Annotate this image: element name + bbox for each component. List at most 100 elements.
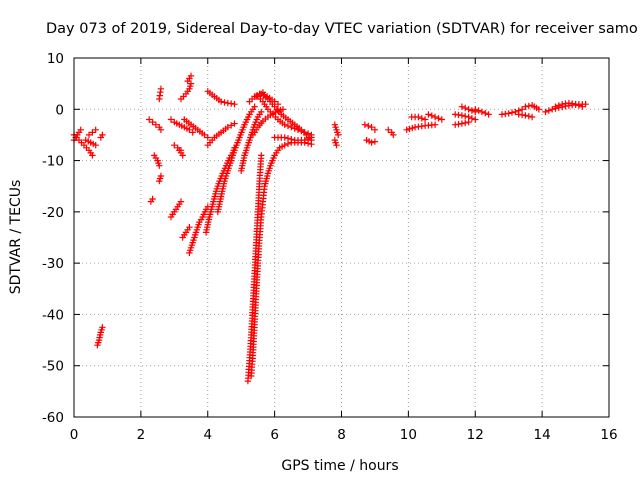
data-point <box>438 116 445 123</box>
data-point <box>475 107 482 114</box>
data-point <box>179 152 186 159</box>
data-point <box>171 142 178 149</box>
data-point <box>284 122 292 130</box>
data-point <box>431 113 439 121</box>
data-point <box>157 172 165 180</box>
data-point <box>146 116 153 123</box>
data-point <box>418 115 425 122</box>
data-point <box>301 136 308 144</box>
x-tick-label: 14 <box>534 427 551 443</box>
data-point <box>462 104 469 112</box>
data-point <box>575 102 583 109</box>
data-point <box>368 139 375 146</box>
data-point <box>298 127 305 135</box>
data-point <box>545 107 552 114</box>
x-tick-label: 12 <box>467 427 484 443</box>
data-point <box>281 134 288 141</box>
data-point <box>167 116 175 123</box>
data-point <box>403 126 410 133</box>
data-point <box>288 124 295 131</box>
data-point <box>281 142 288 149</box>
data-point <box>525 102 532 110</box>
data-point <box>409 124 416 132</box>
data-point <box>528 113 536 121</box>
data-point <box>555 102 562 109</box>
data-point <box>99 324 106 331</box>
data-point <box>361 121 369 128</box>
data-point <box>187 80 195 87</box>
data-point <box>385 126 392 133</box>
x-tick-label: 10 <box>400 427 417 443</box>
data-point <box>468 107 476 114</box>
data-point <box>204 134 211 141</box>
data-point <box>371 126 379 133</box>
data-point <box>552 103 559 110</box>
data-point <box>281 121 288 128</box>
x-tick-label: 16 <box>600 427 617 443</box>
data-point <box>425 111 432 118</box>
data-point <box>462 119 469 127</box>
data-point <box>231 120 238 127</box>
data-point <box>304 135 312 142</box>
data-point <box>458 112 466 119</box>
data-point <box>274 101 282 108</box>
data-point <box>462 113 469 120</box>
data-point <box>371 138 379 145</box>
data-point <box>157 85 165 92</box>
data-point <box>89 152 96 159</box>
y-tick-label: -30 <box>42 256 64 272</box>
data-point <box>92 142 99 149</box>
data-point <box>85 131 93 139</box>
data-point <box>187 72 195 80</box>
data-point <box>221 99 228 106</box>
data-point <box>542 108 549 116</box>
data-point <box>458 120 466 127</box>
data-point <box>294 126 302 133</box>
data-point <box>308 134 315 141</box>
data-point <box>428 112 435 119</box>
data-point <box>518 106 526 113</box>
data-point <box>186 224 193 231</box>
data-point <box>512 108 519 116</box>
data-point <box>435 115 442 122</box>
data-point <box>333 142 340 149</box>
data-point <box>485 111 492 118</box>
data-point <box>156 162 163 169</box>
data-point <box>335 131 342 139</box>
x-tick-label: 4 <box>203 427 212 443</box>
data-point <box>157 126 165 133</box>
data-point <box>284 135 292 142</box>
data-point <box>189 129 196 136</box>
data-point <box>415 113 422 121</box>
data-point <box>177 198 185 205</box>
y-tick-label: -20 <box>42 205 64 221</box>
data-point <box>224 124 231 131</box>
data-point <box>431 121 439 128</box>
data-point <box>258 108 265 116</box>
grid-lines <box>74 58 609 417</box>
chart-title: Day 073 of 2019, Sidereal Day-to-day VTE… <box>46 21 638 37</box>
data-point <box>231 101 238 108</box>
axis-ticks: 0 2 4 6 8 10 12 14 16 10 0 -10 -20 -30 -40 -50 -60 <box>42 51 618 443</box>
data-point <box>468 115 476 122</box>
data-point <box>465 118 472 126</box>
y-tick-label: -50 <box>42 359 64 375</box>
data-point <box>406 125 413 133</box>
data-point <box>149 195 156 203</box>
data-point <box>301 129 308 136</box>
y-tick-label: 0 <box>55 102 64 118</box>
data-point <box>535 106 542 113</box>
data-point <box>522 103 529 110</box>
data-point <box>201 131 208 139</box>
y-tick-label: -10 <box>42 154 64 170</box>
data-point <box>465 106 472 113</box>
y-tick-label: -60 <box>42 410 64 426</box>
x-tick-label: 2 <box>137 427 146 443</box>
data-point <box>421 116 429 123</box>
data-point <box>522 112 529 119</box>
data-point <box>89 129 96 136</box>
data-point <box>472 106 479 113</box>
plot-frame <box>73 57 610 418</box>
data-point <box>217 98 225 105</box>
